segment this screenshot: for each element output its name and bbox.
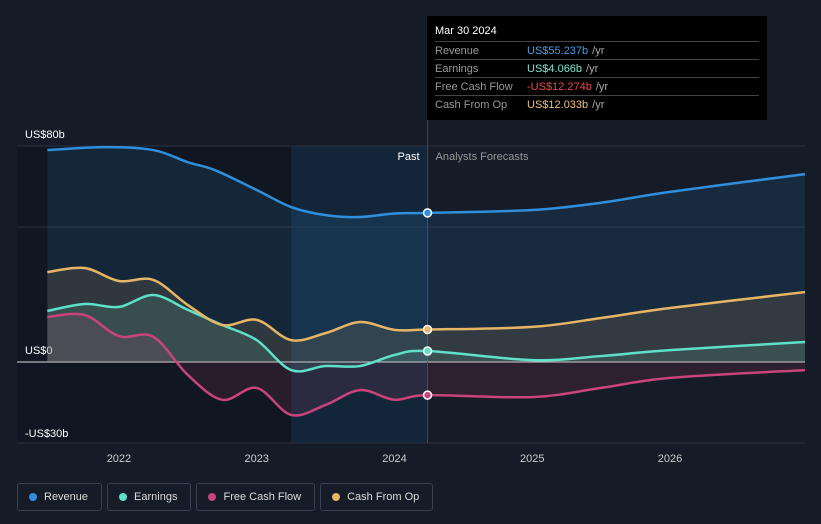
tooltip-row: Earnings US$4.066b/yr [435,59,759,77]
tooltip-label: Earnings [435,62,479,75]
marker-point [422,208,433,218]
tooltip-label: Free Cash Flow [435,80,513,93]
chart: US$80b US$0 -US$30b 2022 2023 2024 2025 2026 Pas… [17,116,806,465]
y-tick-label: -US$30b [25,428,68,440]
area-1 [47,295,806,372]
tooltip-value: -US$12.274b [527,80,592,93]
earnings-dot-icon [119,493,128,501]
forecast-label: Analysts Forecasts [436,151,529,163]
marker-point [422,346,433,356]
revenue-dot-icon [29,493,37,501]
x-tick-label: 2024 [382,453,406,465]
series-line-free-cash-flow [47,312,806,417]
tooltip-unit: /yr [595,80,609,93]
tooltip-date: Mar 30 2024 [435,25,497,37]
tooltip-unit: /yr [586,62,599,75]
y-tick-label: US$80b [25,129,65,141]
fcf-dot-icon [208,493,217,501]
legend-revenue[interactable]: Revenue [17,483,103,511]
x-tick-label: 2022 [107,453,131,465]
legend-earnings[interactable]: Earnings [107,483,192,511]
past-label: Past [398,151,420,163]
tooltip-value: US$12.033b [527,98,589,111]
cfo-dot-icon [332,493,341,501]
legend: Revenue Earnings Free Cash Flow Cash Fro… [17,483,434,511]
area-3 [47,267,806,362]
marker-point [422,390,433,400]
series-line-revenue [47,145,806,219]
y-tick-label: US$0 [25,345,53,357]
tooltip-label: Revenue [435,44,480,57]
tooltip-value: US$55.237b [527,44,589,57]
x-tick-label: 2023 [244,453,268,465]
x-tick-label: 2026 [658,453,682,465]
tooltip-value: US$4.066b [527,62,583,75]
x-tick-label: 2025 [520,453,544,465]
area-2 [47,313,806,416]
series-line-cash-from-op [47,266,806,342]
tooltip-unit: /yr [592,44,605,57]
legend-free-cash-flow[interactable]: Free Cash Flow [196,483,316,511]
tooltip-row: Cash From Op US$12.033b/yr [435,95,759,113]
tooltip-row: Free Cash Flow -US$12.274b/yr [435,77,759,95]
highlight-region [291,146,428,443]
marker-point [422,324,433,335]
legend-cash-from-op[interactable]: Cash From Op [320,483,434,511]
tooltip: Mar 30 2024 Revenue US$55.237b/yr Earnings… [427,16,767,120]
series-line-earnings [47,293,806,373]
tooltip-row: Revenue US$55.237b/yr [435,41,759,59]
tooltip-label: Cash From Op [435,98,508,111]
tooltip-unit: /yr [592,98,605,111]
